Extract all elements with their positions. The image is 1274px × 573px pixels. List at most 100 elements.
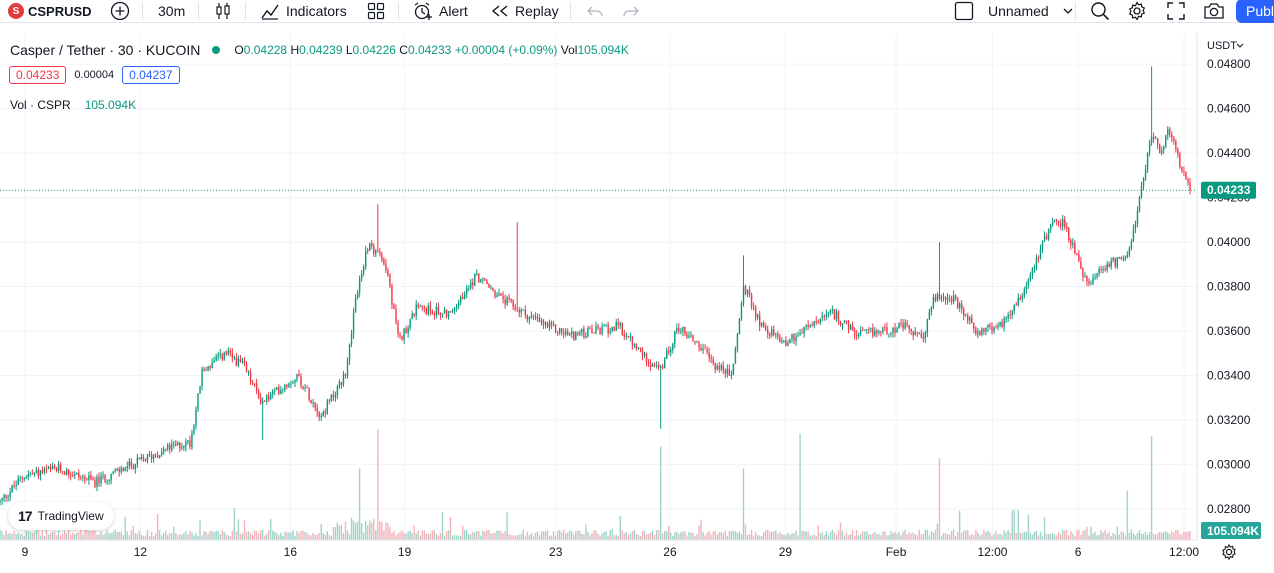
candle-body (106, 481, 108, 482)
price-chart[interactable]: USDT 0.048000.046000.044000.042000.04000… (0, 33, 1274, 573)
candle-body (510, 298, 512, 301)
symbol-search-button[interactable]: S CSPRUSD (8, 0, 92, 22)
volume-bar (1045, 533, 1048, 540)
volume-bar (290, 532, 292, 540)
candle-body (629, 336, 632, 338)
candle-body (455, 306, 458, 309)
volume-bar (932, 532, 935, 540)
interval-button[interactable]: 30m (158, 0, 185, 22)
chart-type-button[interactable] (212, 0, 234, 22)
candle-body (954, 295, 957, 299)
volume-bar (76, 532, 78, 540)
price-tick-label: 0.03200 (1207, 413, 1251, 427)
volume-bar (944, 533, 947, 540)
volume-bar (1043, 517, 1046, 540)
volume-bar (843, 535, 846, 540)
candle-body (80, 477, 82, 479)
redo-button[interactable] (622, 0, 640, 22)
compare-symbol-button[interactable] (110, 0, 130, 22)
volume-bar (148, 536, 151, 540)
undo-button[interactable] (586, 0, 604, 22)
volume-bar (659, 446, 662, 540)
volume-bar (65, 533, 68, 540)
candle-body (219, 353, 221, 356)
settings-button[interactable] (1127, 0, 1147, 22)
volume-bar (90, 531, 92, 540)
volume-bar (1029, 532, 1032, 540)
candle-body (358, 278, 361, 293)
alert-button[interactable]: Alert (413, 0, 468, 22)
buy-price-button[interactable]: 0.04237 (122, 66, 180, 84)
candle-body (637, 347, 640, 349)
volume-bar (490, 533, 492, 540)
search-button[interactable] (1090, 0, 1110, 22)
candle-body (304, 387, 306, 389)
tradingview-logo[interactable]: 17 TradingView (8, 502, 114, 530)
volume-bar (550, 535, 553, 540)
replay-button[interactable]: Replay (491, 0, 559, 22)
templates-button[interactable] (366, 0, 386, 22)
indicators-button[interactable]: Indicators (260, 0, 347, 22)
layout-toggle-button[interactable] (954, 0, 974, 22)
chart-title[interactable]: Casper / Tether · 30 · KUCOIN (10, 42, 201, 58)
volume-bar (312, 532, 314, 540)
candle-body (385, 263, 387, 271)
candle-body (886, 327, 888, 335)
sell-price-button[interactable]: 0.04233 (9, 66, 67, 84)
candle-body (9, 492, 11, 498)
candle-body (445, 309, 448, 317)
candle-body (773, 329, 775, 335)
candle-body (457, 302, 460, 307)
candle-body (560, 328, 563, 333)
candle-body (526, 315, 529, 320)
volume-bar (783, 534, 785, 540)
candle-body (13, 485, 15, 487)
candle-body (710, 357, 712, 360)
candle-body (728, 368, 731, 376)
volume-bar (468, 534, 470, 540)
publish-button[interactable]: Publ (1236, 0, 1274, 23)
candle-body (857, 333, 860, 336)
candle-body (896, 328, 898, 333)
candle-body (756, 315, 759, 318)
snapshot-button[interactable] (1203, 0, 1225, 22)
currency-label[interactable]: USDT (1207, 40, 1237, 52)
volume-bar (156, 513, 159, 540)
candle-body (43, 468, 46, 473)
candle-body (332, 395, 335, 398)
volume-bar (999, 533, 1001, 540)
candle-body (663, 358, 666, 368)
volume-bar (924, 529, 927, 540)
volume-bar (411, 533, 413, 540)
volume-bar (791, 533, 793, 540)
volume-bar (1011, 510, 1013, 540)
volume-bar (126, 531, 128, 540)
candle-body (1062, 219, 1064, 227)
volume-legend[interactable]: Vol · CSPR 105.094K (10, 98, 136, 112)
volume-bar (1023, 531, 1026, 540)
volume-bar (498, 530, 500, 540)
candle-body (1138, 197, 1141, 211)
volume-bar (43, 536, 46, 540)
volume-bar (241, 533, 244, 540)
fullscreen-button[interactable] (1166, 0, 1186, 22)
candle-body (1043, 236, 1046, 242)
candle-body (946, 297, 949, 301)
candle-body (348, 343, 351, 361)
candle-body (585, 335, 587, 338)
time-axis-settings-icon[interactable] (1222, 543, 1236, 561)
chevron-down-icon (1063, 8, 1073, 14)
layout-name-button[interactable]: Unnamed (988, 0, 1073, 22)
candle-body (241, 360, 244, 362)
volume-bar (102, 534, 104, 540)
volume-bar (1053, 534, 1056, 540)
volume-bar (7, 533, 9, 540)
volume-bar (649, 532, 652, 540)
candle-body (769, 334, 771, 336)
candle-body (934, 297, 937, 301)
candle-body (102, 475, 104, 477)
volume-bar (53, 531, 56, 540)
volume-bar (1072, 533, 1074, 540)
volume-bar (603, 531, 605, 540)
volume-bar (1096, 535, 1098, 540)
